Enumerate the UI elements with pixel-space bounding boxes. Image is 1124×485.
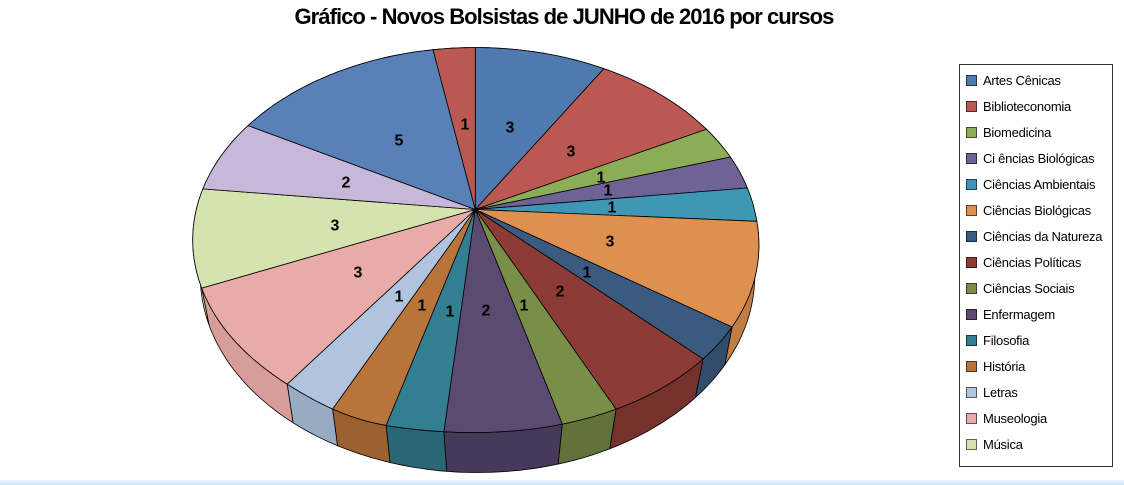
svg-text:5: 5 xyxy=(395,133,404,150)
svg-text:3: 3 xyxy=(567,144,576,161)
svg-text:1: 1 xyxy=(608,200,617,217)
svg-text:2: 2 xyxy=(342,175,351,192)
svg-text:2: 2 xyxy=(482,303,491,320)
svg-text:1: 1 xyxy=(418,298,427,315)
svg-text:3: 3 xyxy=(506,120,515,137)
svg-text:3: 3 xyxy=(331,218,340,235)
svg-text:1: 1 xyxy=(583,265,592,282)
svg-text:3: 3 xyxy=(354,265,363,282)
svg-text:2: 2 xyxy=(556,284,565,301)
svg-text:1: 1 xyxy=(446,304,455,321)
svg-text:3: 3 xyxy=(606,234,615,251)
svg-text:1: 1 xyxy=(520,298,529,315)
svg-text:1: 1 xyxy=(604,183,613,200)
svg-text:1: 1 xyxy=(597,170,606,187)
svg-text:1: 1 xyxy=(461,117,470,134)
svg-text:1: 1 xyxy=(395,289,404,306)
